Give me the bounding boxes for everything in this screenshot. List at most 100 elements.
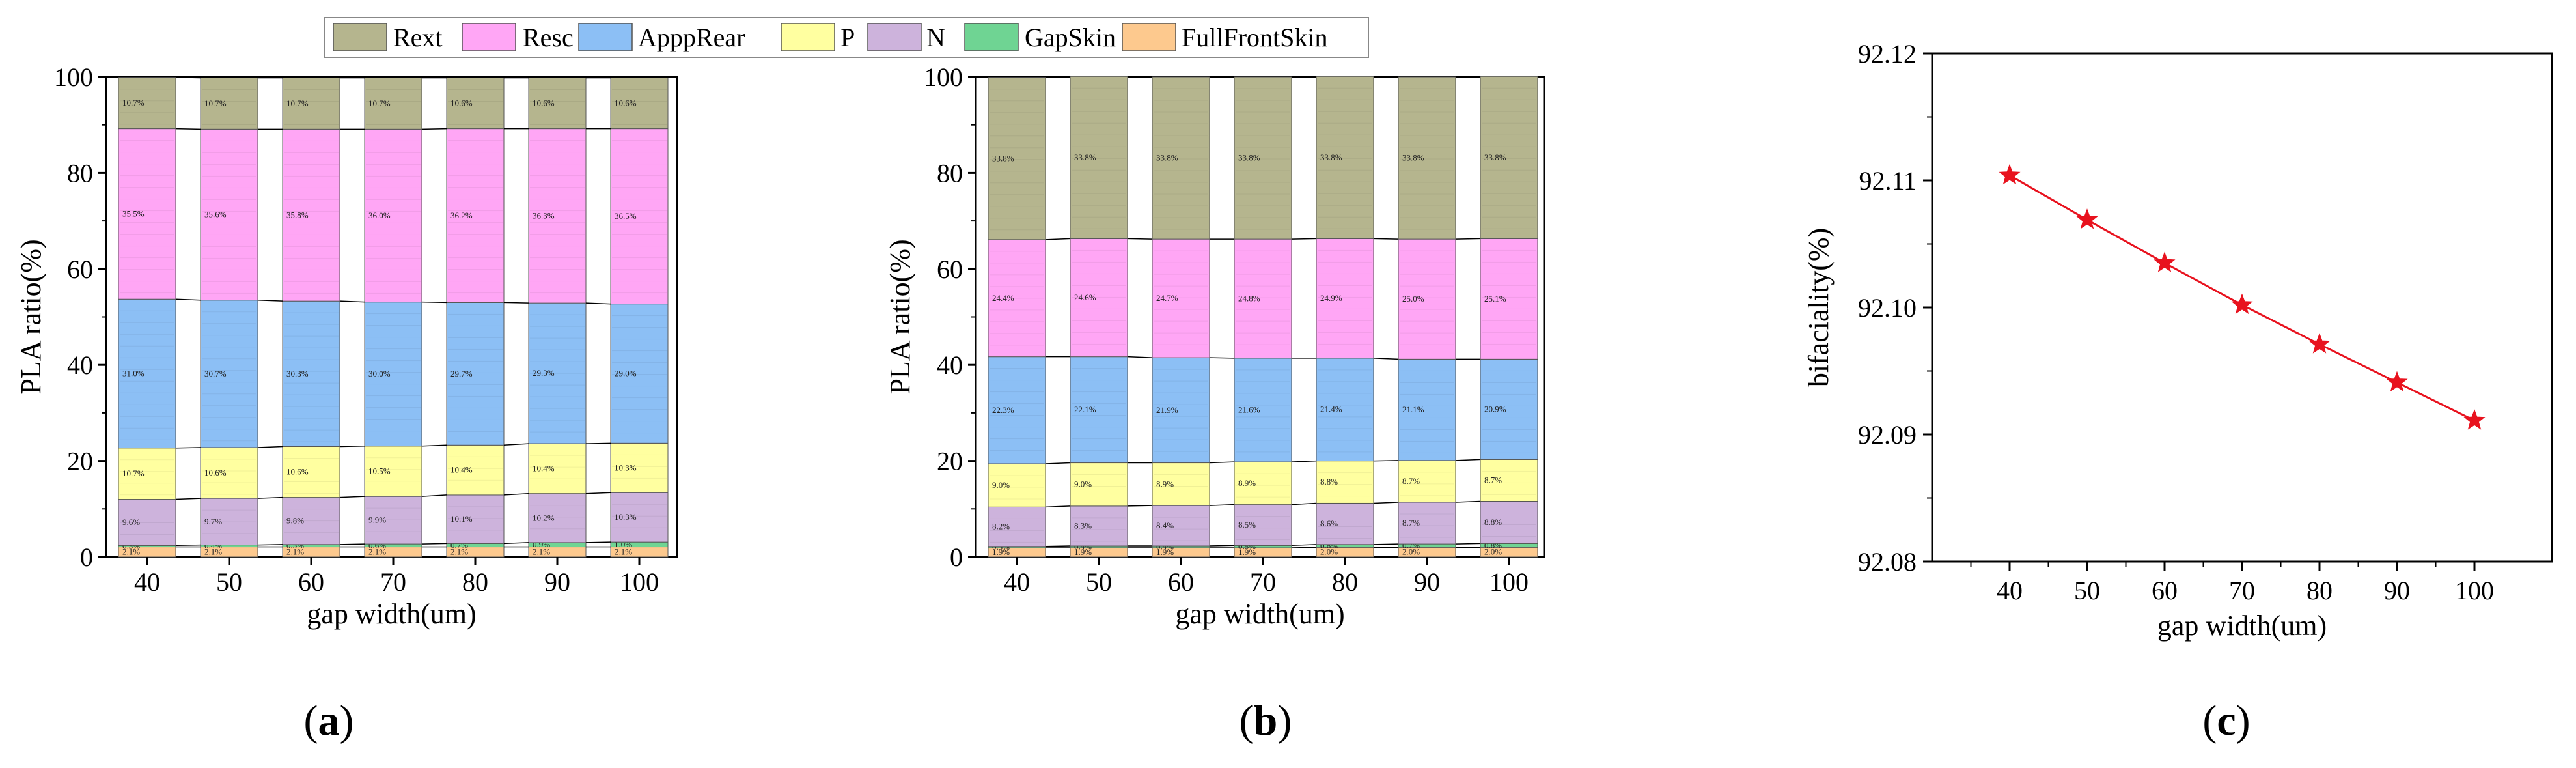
legend: Rext Resc ApppRear P N GapSkin FullFrontSkin	[324, 17, 1369, 58]
bar-segment-appprear	[1234, 358, 1292, 462]
data-point-star	[2308, 333, 2331, 354]
data-label: 10.7%	[204, 98, 227, 108]
x-tick-label: 70	[1250, 567, 1276, 597]
bar-segment-rext	[610, 77, 669, 130]
bar-segment-p	[1234, 461, 1292, 505]
paren: (	[1240, 697, 1254, 745]
panel-b: PLA ratio(%) gap width(um) (b) 0 20 40 60 80…	[884, 63, 1545, 745]
data-point-star	[2076, 208, 2098, 229]
y-tick-label: 60	[67, 255, 93, 284]
data-label: 29.3%	[533, 368, 555, 378]
stack-connector	[175, 544, 201, 547]
data-label: 8.4%	[1156, 520, 1174, 530]
data-label: 8.8%	[1320, 477, 1338, 487]
x-axis-title: gap width(um)	[307, 598, 476, 630]
data-label: 1.9%	[1074, 547, 1092, 557]
data-label: 10.7%	[368, 98, 391, 108]
bar-segment-n	[118, 499, 176, 546]
data-label: 24.6%	[1074, 292, 1096, 302]
bar-segment-resc	[118, 128, 176, 300]
bar-segment-p	[200, 447, 258, 499]
y-tick-label: 40	[937, 350, 963, 380]
bar-segment-n	[1234, 504, 1292, 546]
stack-connector	[1127, 238, 1153, 240]
y-tick-label: 92.09	[1858, 420, 1917, 449]
panel-label-b: (b)	[1240, 697, 1292, 745]
data-label: 2.1%	[286, 547, 304, 556]
data-label: 8.5%	[1238, 520, 1256, 530]
bar-segment-n	[1152, 505, 1210, 547]
legend-label-fullfrontskin: FullFrontSkin	[1182, 23, 1328, 52]
stack-connector	[1127, 356, 1153, 358]
data-label: 10.6%	[204, 468, 227, 477]
bar-segment-n	[1316, 502, 1374, 545]
bar-segment-n	[528, 493, 587, 543]
stack-connector	[175, 128, 201, 130]
panel-label-a: (a)	[304, 697, 354, 745]
panel-label-c: (c)	[2202, 697, 2250, 745]
stack-connector	[175, 298, 201, 301]
bar-segment-rext	[364, 77, 422, 130]
bar-segment-resc	[282, 128, 340, 302]
y-tick-label: 100	[54, 63, 93, 92]
data-label: 8.9%	[1156, 479, 1174, 489]
data-label: 8.7%	[1402, 518, 1420, 528]
x-tick-label: 80	[1332, 567, 1358, 597]
data-label: 10.3%	[615, 462, 637, 472]
bar-segment-p	[118, 448, 176, 500]
data-label: 2.1%	[122, 547, 140, 556]
bar-segment-p	[364, 446, 422, 497]
data-label: 35.8%	[286, 210, 309, 220]
data-label: 24.7%	[1156, 293, 1178, 303]
x-tick-label: 50	[1086, 567, 1112, 597]
legend-label-gapskin: GapSkin	[1025, 23, 1116, 52]
bar-segment-rext	[1152, 76, 1210, 240]
bar-segment-rext	[1070, 76, 1128, 239]
stack-connector	[1373, 543, 1399, 545]
stack-connector	[1373, 358, 1399, 360]
x-tick-label: 40	[1997, 576, 2023, 605]
data-label: 8.7%	[1484, 475, 1502, 485]
stack-connector	[421, 494, 447, 497]
panel-letter: b	[1254, 697, 1278, 745]
data-point-star	[2231, 293, 2253, 315]
data-label: 2.1%	[450, 547, 468, 556]
data-label: 10.6%	[450, 98, 473, 108]
data-label: 31.0%	[122, 368, 145, 378]
data-label: 10.4%	[533, 463, 555, 473]
bar-segment-appprear	[446, 302, 505, 446]
bar-segment-p	[610, 442, 669, 493]
y-tick-label: 0	[80, 543, 93, 572]
y-tick-label: 40	[67, 350, 93, 380]
data-label: 10.7%	[122, 468, 145, 478]
x-tick-label: 100	[1489, 567, 1529, 597]
bar-segment-resc	[1152, 238, 1210, 358]
stack-connector	[421, 301, 447, 304]
x-tick-label: 70	[380, 567, 406, 597]
x-tick-label: 90	[1414, 567, 1440, 597]
data-point-star	[2154, 251, 2176, 272]
stack-connector	[585, 302, 611, 305]
data-label: 33.8%	[1156, 153, 1178, 163]
bar-segment-resc	[1480, 238, 1538, 360]
stack-connector	[503, 443, 529, 446]
y-axis-title: PLA ratio(%)	[15, 239, 47, 394]
bar-segment-p	[1398, 460, 1456, 503]
legend-swatch-fullfrontskin	[1122, 23, 1176, 51]
data-label: 22.1%	[1074, 405, 1096, 414]
stack-connector	[1373, 76, 1399, 78]
stack-connector	[1127, 505, 1153, 507]
x-tick-label: 100	[2455, 576, 2494, 605]
data-label: 1.9%	[1156, 547, 1174, 557]
data-label: 10.6%	[533, 98, 555, 108]
bar-segment-rext	[1316, 76, 1374, 239]
data-label: 33.8%	[1074, 152, 1096, 162]
data-label: 1.9%	[1238, 547, 1256, 557]
y-tick-label: 92.10	[1858, 293, 1917, 322]
bar-segment-resc	[1234, 238, 1292, 359]
bar-segment-p	[1480, 459, 1538, 502]
data-label: 25.1%	[1484, 294, 1506, 304]
bar-segment-resc	[1070, 238, 1128, 358]
data-label: 2.0%	[1320, 547, 1338, 557]
